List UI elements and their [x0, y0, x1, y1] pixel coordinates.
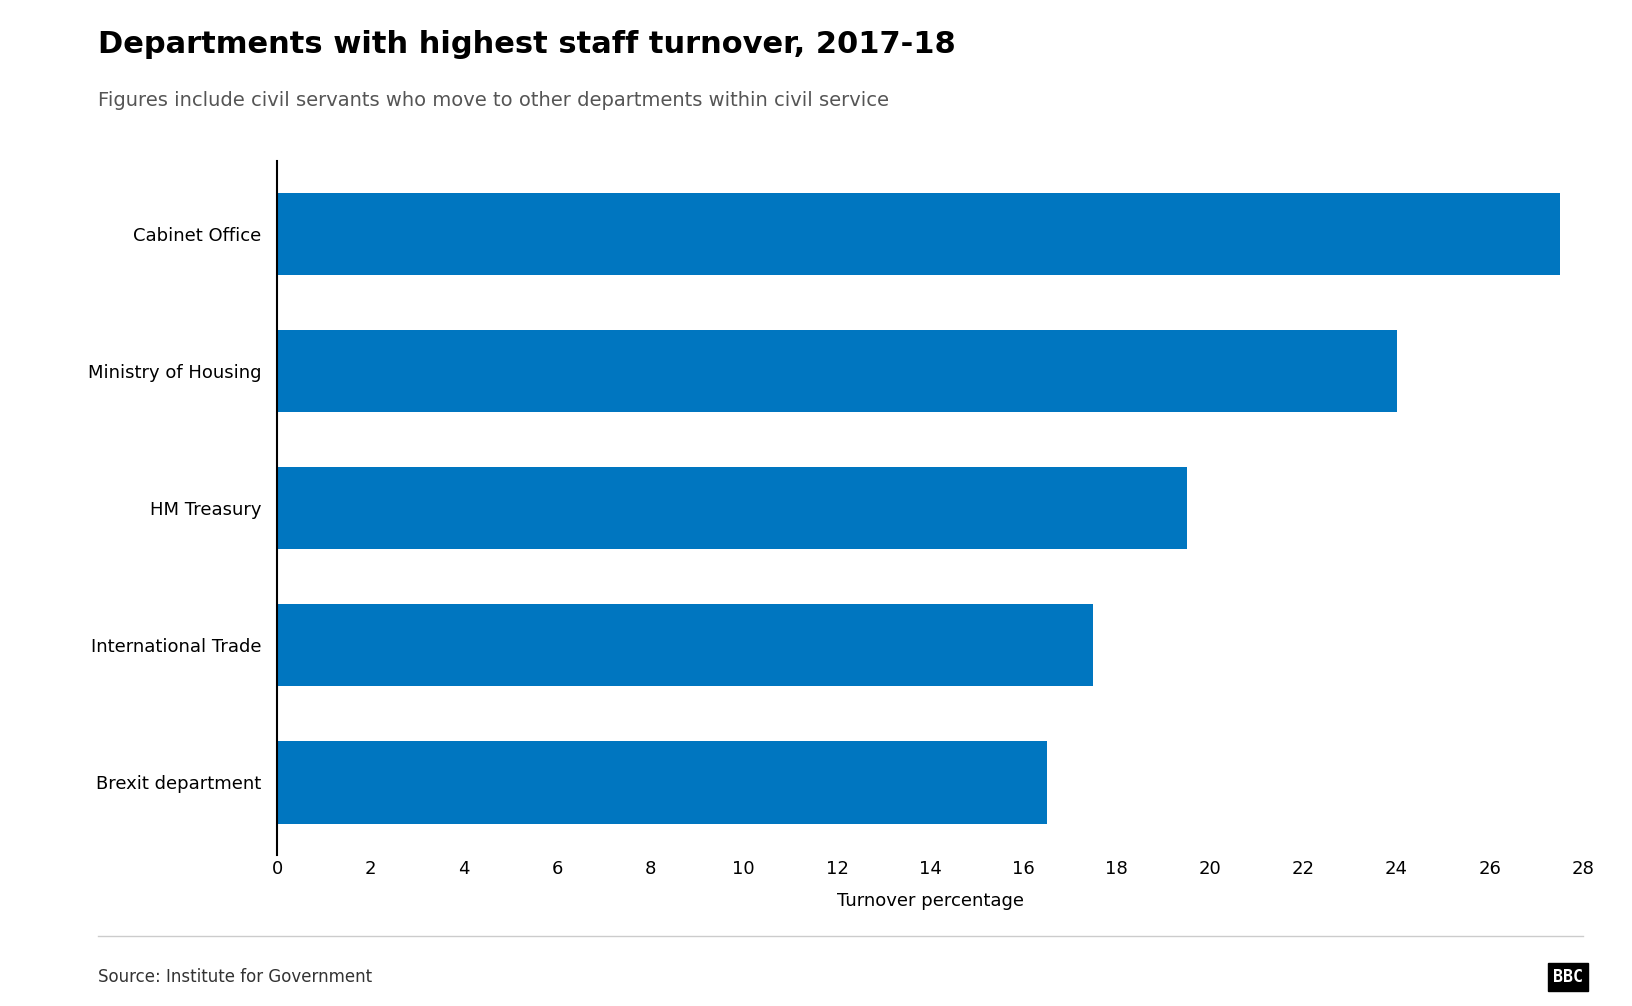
Bar — [277, 192, 1560, 275]
Bar — [277, 467, 1186, 549]
Text: Figures include civil servants who move to other departments within civil servic: Figures include civil servants who move … — [98, 91, 889, 110]
X-axis label: Turnover percentage: Turnover percentage — [837, 892, 1023, 909]
Text: Source: Institute for Government: Source: Institute for Government — [98, 968, 372, 986]
Bar — [277, 604, 1093, 686]
Text: Departments with highest staff turnover, 2017-18: Departments with highest staff turnover,… — [98, 30, 956, 59]
Bar — [277, 741, 1046, 824]
Bar — [277, 330, 1397, 412]
Text: BBC: BBC — [1554, 968, 1583, 986]
